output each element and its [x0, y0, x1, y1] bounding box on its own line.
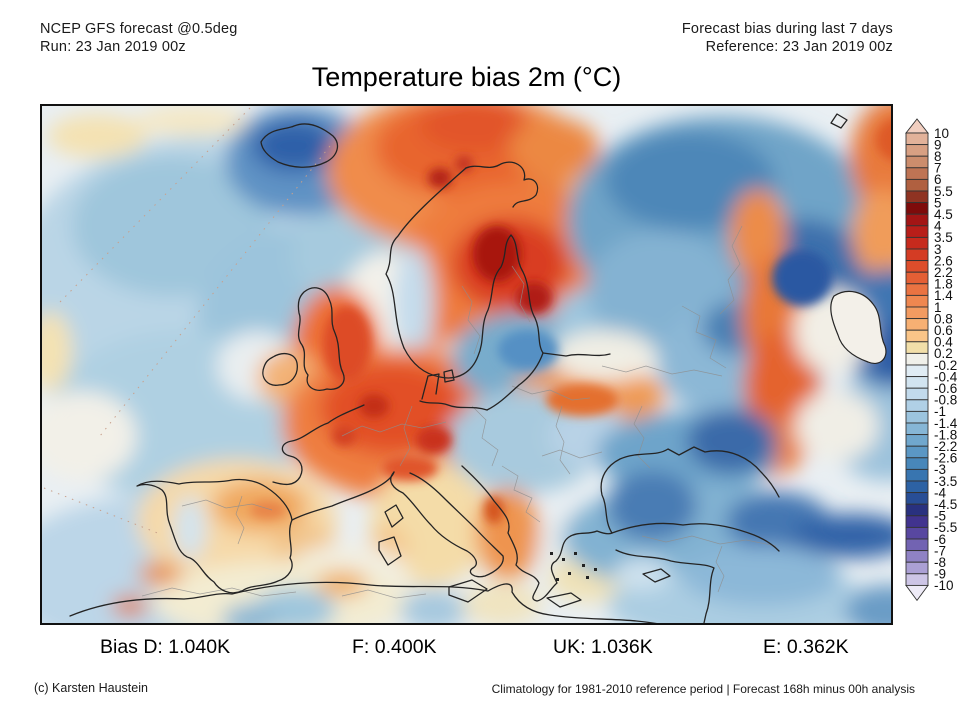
- svg-text:1.8: 1.8: [934, 277, 953, 292]
- run-label: Run: 23 Jan 2019 00z: [40, 39, 186, 55]
- svg-text:-2.6: -2.6: [934, 451, 957, 466]
- header-left: NCEP GFS forecast @0.5deg Run: 23 Jan 20…: [40, 20, 238, 56]
- svg-text:8: 8: [934, 149, 942, 164]
- svg-text:-8: -8: [934, 555, 946, 570]
- bias-color-field: [42, 106, 891, 623]
- svg-text:2.2: 2.2: [934, 265, 953, 280]
- bias-spain: E: 0.362K: [763, 636, 849, 658]
- svg-text:-3.5: -3.5: [934, 474, 957, 489]
- svg-text:-9: -9: [934, 567, 946, 582]
- svg-text:4: 4: [934, 219, 942, 234]
- svg-text:0.4: 0.4: [934, 335, 953, 350]
- coastlines: [69, 113, 848, 623]
- reference-label: Reference: 23 Jan 2019 00z: [705, 39, 893, 55]
- svg-text:-10: -10: [934, 578, 954, 593]
- svg-text:-1: -1: [934, 404, 946, 419]
- svg-text:2.6: 2.6: [934, 253, 953, 268]
- graticule-lines: [43, 107, 331, 535]
- svg-text:7: 7: [934, 161, 942, 176]
- svg-text:-1.8: -1.8: [934, 427, 957, 442]
- caspian-sea: [830, 290, 887, 364]
- svg-text:1.4: 1.4: [934, 288, 953, 303]
- svg-text:1: 1: [934, 300, 942, 315]
- bias-hotspots: [250, 119, 891, 524]
- europe-temperature-bias-map: [40, 104, 893, 625]
- bias-statistics: Bias D: 1.040K F: 0.400K UK: 1.036K E: 0…: [0, 636, 960, 664]
- bias-france: F: 0.400K: [352, 636, 437, 658]
- country-borders: [141, 225, 777, 599]
- climatology-note: Climatology for 1981-2010 reference peri…: [491, 682, 915, 696]
- svg-text:3: 3: [934, 242, 942, 257]
- svg-text:-0.2: -0.2: [934, 358, 957, 373]
- aegean-islands: [550, 552, 597, 581]
- svg-text:-4: -4: [934, 485, 946, 500]
- bias-germany: Bias D: 1.040K: [100, 636, 231, 658]
- header-right: Forecast bias during last 7 days Referen…: [682, 20, 893, 56]
- svg-text:-1.4: -1.4: [934, 416, 958, 431]
- colorbar-svg: 1098765.554.543.532.62.21.81.410.80.60.4…: [905, 118, 958, 602]
- bias-uk: UK: 1.036K: [553, 636, 653, 658]
- svg-text:0.6: 0.6: [934, 323, 953, 338]
- page-title: Temperature bias 2m (°C): [311, 62, 622, 92]
- svg-text:-5: -5: [934, 509, 946, 524]
- svg-text:-0.4: -0.4: [934, 369, 958, 384]
- svg-text:9: 9: [934, 137, 942, 152]
- svg-text:-0.8: -0.8: [934, 393, 957, 408]
- svg-text:5.5: 5.5: [934, 184, 953, 199]
- svg-text:4.5: 4.5: [934, 207, 953, 222]
- svg-text:-7: -7: [934, 543, 946, 558]
- svg-text:5: 5: [934, 195, 942, 210]
- svg-text:3.5: 3.5: [934, 230, 953, 245]
- svg-text:-3: -3: [934, 462, 946, 477]
- map-canvas: [42, 106, 891, 623]
- copyright-credit: (c) Karsten Haustein: [34, 681, 148, 695]
- colorbar: 10 9 8 7 6 5.5 5 4.5 4 3.5 3 2.6 2.2 1.8 1.4 1 0.8 0.6 0.4…: [905, 118, 960, 613]
- svg-text:-5.5: -5.5: [934, 520, 957, 535]
- forecast-bias-label: Forecast bias during last 7 days: [681, 21, 893, 37]
- svg-text:6: 6: [934, 172, 942, 187]
- svg-text:-2.2: -2.2: [934, 439, 957, 454]
- svg-text:-6: -6: [934, 532, 946, 547]
- svg-text:0.8: 0.8: [934, 311, 953, 326]
- model-label: NCEP GFS forecast @0.5deg: [40, 21, 238, 37]
- svg-text:-0.6: -0.6: [934, 381, 957, 396]
- svg-text:0.2: 0.2: [934, 346, 953, 361]
- colorbar-labels: 1098765.554.543.532.62.21.81.410.80.60.4…: [934, 126, 958, 593]
- svg-text:-4.5: -4.5: [934, 497, 957, 512]
- svg-text:10: 10: [934, 126, 949, 141]
